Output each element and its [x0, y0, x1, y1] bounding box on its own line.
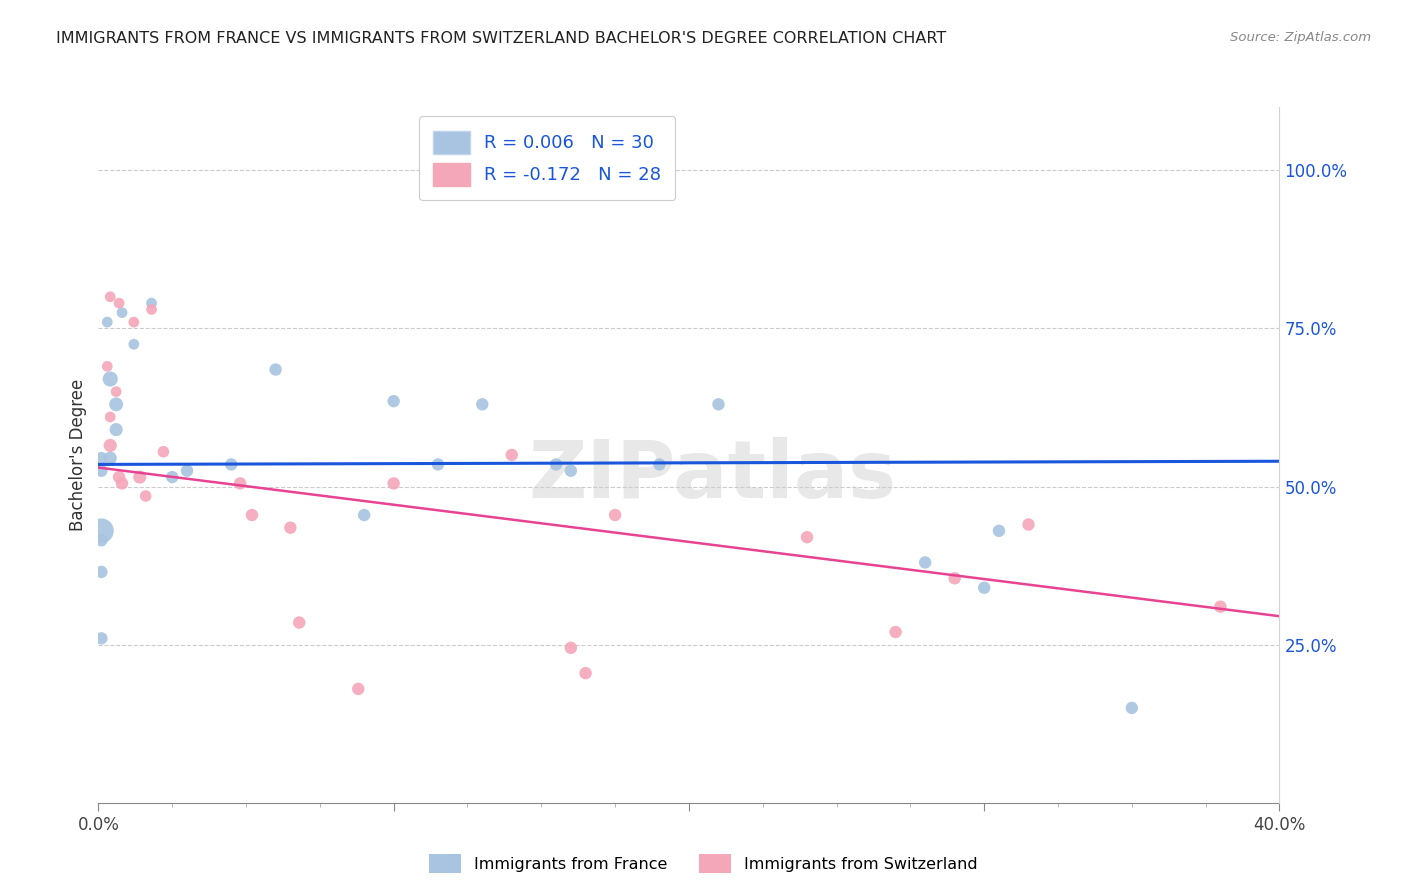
Point — [914, 556, 936, 570]
Point — [884, 625, 907, 640]
Point — [108, 296, 131, 310]
Point — [1017, 517, 1039, 532]
Y-axis label: Bachelor's Degree: Bachelor's Degree — [69, 379, 87, 531]
Point — [122, 315, 145, 329]
Point — [98, 372, 121, 386]
Point — [135, 489, 157, 503]
Point — [546, 458, 568, 472]
Point — [141, 302, 163, 317]
Point — [987, 524, 1010, 538]
Legend: R = 0.006   N = 30, R = -0.172   N = 28: R = 0.006 N = 30, R = -0.172 N = 28 — [419, 116, 675, 201]
Point — [347, 681, 370, 696]
Point — [288, 615, 311, 630]
Point — [96, 359, 118, 374]
Point — [90, 632, 112, 646]
Point — [90, 565, 112, 579]
Point — [707, 397, 730, 411]
Point — [605, 508, 627, 522]
Point — [176, 464, 198, 478]
Point — [560, 464, 582, 478]
Text: Source: ZipAtlas.com: Source: ZipAtlas.com — [1230, 31, 1371, 45]
Point — [141, 296, 163, 310]
Point — [162, 470, 183, 484]
Point — [98, 451, 121, 466]
Point — [108, 470, 131, 484]
Point — [382, 476, 405, 491]
Point — [152, 444, 174, 458]
Point — [574, 666, 596, 681]
Point — [90, 524, 112, 538]
Point — [98, 409, 121, 424]
Point — [796, 530, 818, 544]
Point — [105, 384, 128, 399]
Point — [973, 581, 995, 595]
Point — [471, 397, 494, 411]
Point — [648, 458, 671, 472]
Text: IMMIGRANTS FROM FRANCE VS IMMIGRANTS FROM SWITZERLAND BACHELOR'S DEGREE CORRELAT: IMMIGRANTS FROM FRANCE VS IMMIGRANTS FRO… — [56, 31, 946, 46]
Point — [90, 451, 112, 466]
Point — [111, 305, 134, 319]
Point — [1209, 599, 1232, 614]
Point — [105, 423, 128, 437]
Point — [278, 521, 302, 535]
Point — [98, 438, 121, 452]
Legend: Immigrants from France, Immigrants from Switzerland: Immigrants from France, Immigrants from … — [422, 847, 984, 880]
Point — [240, 508, 263, 522]
Point — [382, 394, 405, 409]
Point — [427, 458, 450, 472]
Point — [111, 476, 134, 491]
Point — [105, 397, 128, 411]
Text: ZIPatlas: ZIPatlas — [529, 437, 897, 515]
Point — [501, 448, 523, 462]
Point — [90, 533, 112, 548]
Point — [560, 640, 582, 655]
Point — [229, 476, 252, 491]
Point — [122, 337, 145, 351]
Point — [128, 470, 150, 484]
Point — [353, 508, 375, 522]
Point — [90, 464, 112, 478]
Point — [96, 315, 118, 329]
Point — [1121, 701, 1143, 715]
Point — [98, 290, 121, 304]
Point — [943, 571, 966, 585]
Point — [219, 458, 242, 472]
Point — [264, 362, 287, 376]
